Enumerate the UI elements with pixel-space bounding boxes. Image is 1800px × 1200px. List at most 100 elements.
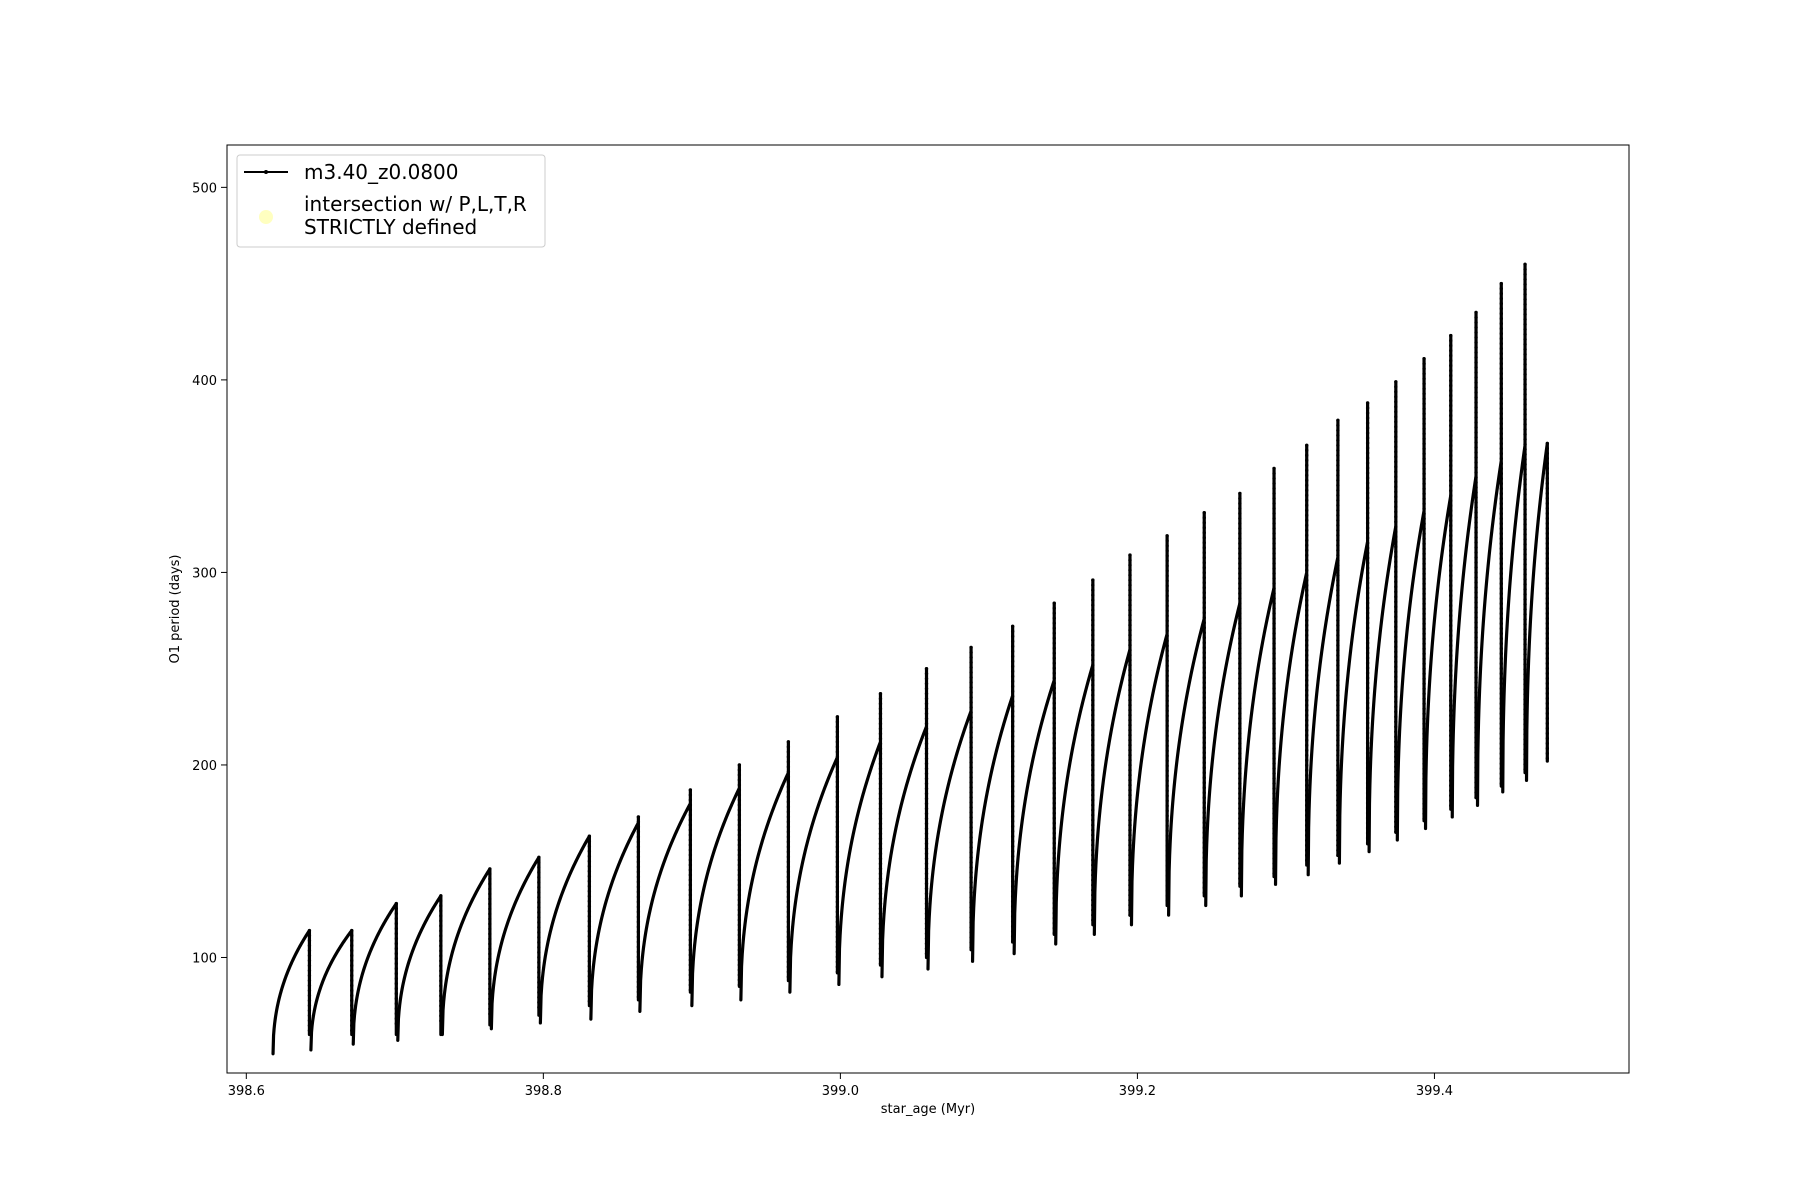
series-marker <box>439 974 443 978</box>
series-marker <box>488 962 492 966</box>
series-marker <box>737 838 742 842</box>
series-marker <box>587 929 592 933</box>
series-marker <box>1272 816 1276 821</box>
series-marker <box>1052 661 1056 665</box>
series-marker <box>1272 626 1276 631</box>
series-marker <box>1499 671 1503 676</box>
series-marker <box>1128 578 1132 582</box>
series-marker <box>1523 387 1527 392</box>
series-marker <box>1052 826 1056 830</box>
series-marker <box>394 911 399 916</box>
series-marker <box>1052 771 1056 775</box>
series-marker <box>969 720 973 725</box>
series-marker <box>1422 627 1426 631</box>
series-marker <box>1128 638 1132 642</box>
series-marker <box>636 855 641 859</box>
series-marker <box>1523 262 1527 267</box>
series-marker <box>1474 535 1478 540</box>
series-marker <box>1474 680 1478 685</box>
series-marker <box>786 930 791 934</box>
series-marker <box>1449 513 1453 518</box>
series-marker <box>1272 531 1276 536</box>
series-marker <box>1499 476 1503 481</box>
series-marker <box>1422 612 1426 616</box>
series-marker <box>636 815 641 819</box>
series-marker <box>1474 320 1478 325</box>
series-marker <box>1128 653 1132 657</box>
series-marker <box>969 700 973 705</box>
series-marker <box>969 755 973 760</box>
series-marker <box>350 993 354 998</box>
series-marker <box>1272 466 1276 471</box>
series-marker <box>1336 618 1340 623</box>
series-marker <box>835 870 840 874</box>
series-marker <box>1238 826 1242 831</box>
series-marker <box>1474 625 1478 630</box>
series-marker <box>1499 386 1503 391</box>
series-marker <box>1238 596 1242 601</box>
series-marker <box>1010 634 1015 639</box>
series-marker <box>878 897 883 901</box>
series-marker <box>1523 627 1527 632</box>
series-marker <box>1336 588 1340 593</box>
series-marker <box>1365 576 1370 580</box>
series-marker <box>1305 523 1309 528</box>
series-marker <box>1499 531 1503 536</box>
series-marker <box>924 861 929 866</box>
series-marker <box>350 958 354 963</box>
series-line <box>1167 511 1206 917</box>
series-marker <box>1165 829 1169 833</box>
series-marker <box>1422 542 1426 546</box>
series-marker <box>1202 616 1206 620</box>
series-marker <box>1545 621 1550 626</box>
series-marker <box>488 927 492 931</box>
series-marker <box>1202 661 1206 665</box>
series-marker <box>1449 463 1453 468</box>
series-marker <box>1238 646 1242 651</box>
series-marker <box>1128 588 1132 592</box>
series-marker <box>1010 684 1015 689</box>
series-marker <box>1336 443 1340 448</box>
series-marker <box>1165 549 1169 553</box>
series-marker <box>1499 361 1503 366</box>
series-marker <box>878 817 883 821</box>
series-marker <box>786 895 791 899</box>
series-marker <box>1336 648 1340 653</box>
series-marker <box>1128 583 1132 587</box>
series-marker <box>1091 688 1095 692</box>
series-marker <box>924 796 929 801</box>
series-marker <box>1422 547 1426 551</box>
series-marker <box>1305 498 1309 503</box>
series-marker <box>1449 543 1453 548</box>
series-marker <box>1474 410 1478 415</box>
series-marker <box>1052 876 1056 880</box>
series-marker <box>1394 580 1398 584</box>
series-marker <box>969 645 973 650</box>
series-marker <box>587 899 592 903</box>
series-marker <box>1305 513 1309 518</box>
series-line <box>1204 491 1242 908</box>
series-marker <box>1474 555 1478 560</box>
series-marker <box>737 913 742 917</box>
series-marker <box>969 815 973 820</box>
series-marker <box>1052 751 1056 755</box>
series-marker <box>587 964 592 968</box>
series-marker <box>1499 481 1503 486</box>
series-marker <box>587 854 592 858</box>
series-marker <box>1449 398 1453 403</box>
series-marker <box>1305 468 1309 473</box>
series-marker <box>1202 701 1206 705</box>
series-marker <box>1202 611 1206 615</box>
series-marker <box>1052 706 1056 710</box>
series-marker <box>1545 721 1550 726</box>
series-marker <box>1365 681 1370 685</box>
series-marker <box>1202 786 1206 790</box>
series-marker <box>1202 686 1206 690</box>
series-marker <box>1422 447 1426 451</box>
series-marker <box>1010 664 1015 669</box>
series-marker <box>488 872 492 876</box>
series-marker <box>1365 426 1370 430</box>
series-marker <box>1010 749 1015 754</box>
series-marker <box>1365 686 1370 690</box>
series-marker <box>878 922 883 926</box>
